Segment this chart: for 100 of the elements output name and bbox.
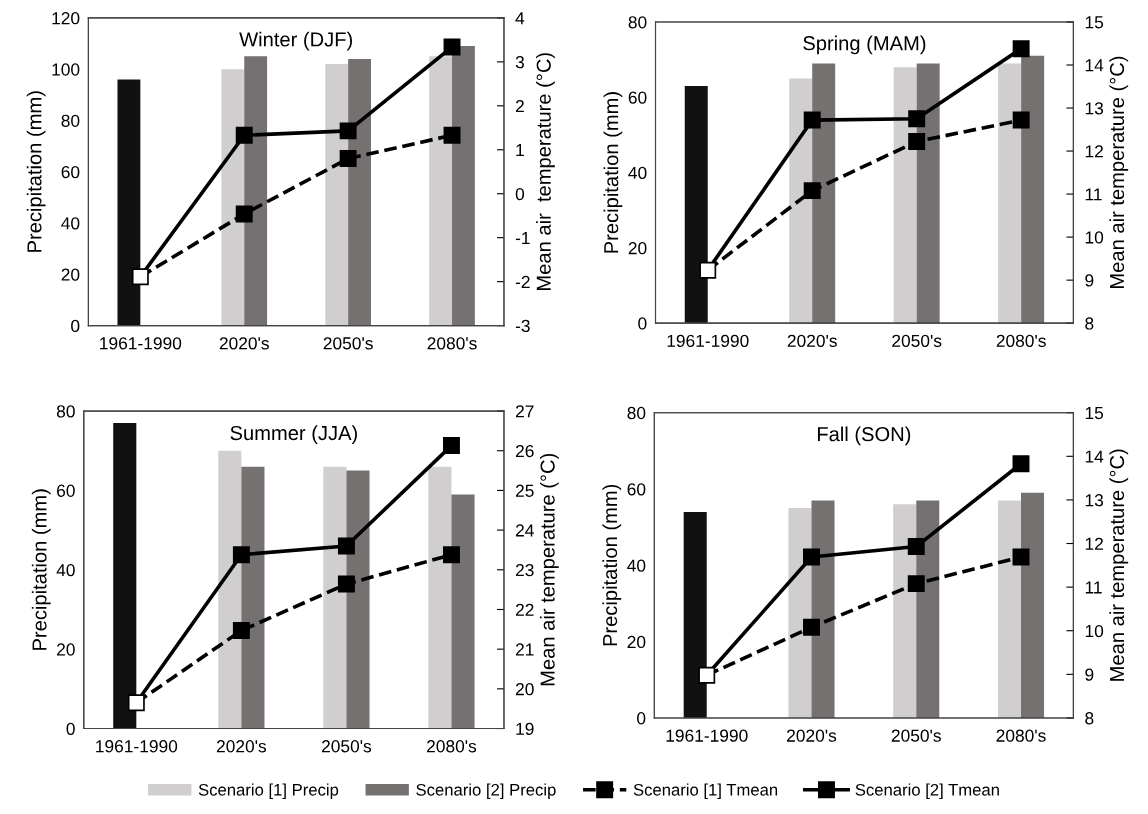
point — [235, 205, 253, 223]
y2-tick-label: 23 — [515, 563, 534, 577]
point — [803, 548, 820, 566]
y2-tick-label: 27 — [515, 405, 534, 418]
x-tick-label: 2050's — [323, 337, 373, 350]
point — [131, 268, 149, 286]
bar — [241, 466, 265, 729]
y-tick-label: 100 — [52, 63, 80, 76]
y-tick-label: 60 — [627, 483, 646, 496]
y2-tick-label: 15 — [1085, 407, 1104, 420]
bar — [789, 78, 813, 324]
bar — [244, 56, 268, 326]
y-tick-label: 80 — [628, 16, 647, 29]
bar — [811, 500, 835, 718]
y2-tick-label: 24 — [515, 524, 534, 537]
bar — [893, 504, 917, 718]
y-tick-label: 120 — [52, 12, 80, 25]
y2-axis-title: Mean air temperature (°C) — [1109, 56, 1129, 288]
bar — [113, 422, 137, 729]
legend-label: Scenario [1] Precip — [198, 783, 339, 799]
y-tick-label: 40 — [627, 559, 646, 572]
y2-tick-label: -1 — [515, 232, 530, 244]
point — [907, 575, 925, 593]
y2-tick-label: 19 — [516, 722, 534, 735]
bar — [117, 79, 141, 326]
y2-tick-label: 25 — [515, 484, 534, 497]
y-axis-title: Precipitation (mm) — [602, 484, 622, 646]
bar — [788, 508, 812, 718]
y-tick-label: 60 — [628, 91, 647, 104]
text: Fall (SON) — [817, 426, 911, 446]
bar — [916, 63, 940, 324]
x-tick-label: 2050's — [321, 740, 372, 753]
y-axis-title: Precipitation (mm) — [26, 91, 46, 252]
y2-tick-label: 20 — [515, 683, 534, 696]
y2-axis-title: Mean air temperature (°C) — [536, 53, 555, 290]
y2-axis-title: Mean air temperature (°C) — [539, 453, 559, 686]
x-tick-label: 1961-1990 — [667, 334, 749, 348]
y2-tick-label: 13 — [1085, 102, 1104, 115]
point — [339, 122, 357, 140]
bar — [1021, 55, 1045, 324]
y-tick-label: 40 — [61, 217, 80, 230]
y2-tick-label: -3 — [515, 319, 530, 333]
point — [339, 150, 357, 168]
y-tick-label: 20 — [57, 643, 75, 656]
y2-tick-label: 8 — [1085, 712, 1094, 725]
bar — [683, 511, 707, 718]
y-tick-label: 20 — [61, 268, 80, 281]
point — [442, 437, 460, 455]
y2-tick-label: 14 — [1085, 450, 1104, 463]
bar — [998, 63, 1022, 324]
point — [803, 182, 821, 200]
point — [337, 575, 355, 593]
y2-tick-label: 1 — [516, 144, 524, 157]
point — [803, 618, 820, 636]
y2-tick-label: 10 — [1085, 624, 1104, 638]
y-tick-label: 80 — [627, 406, 646, 420]
x-tick-label: 2050's — [892, 334, 942, 348]
x-tick-label: 2080's — [996, 334, 1046, 348]
bar — [323, 466, 347, 729]
bar — [684, 85, 708, 324]
y-tick-label: 0 — [637, 712, 646, 725]
point — [232, 622, 250, 639]
point — [443, 38, 461, 56]
y-tick-label: 80 — [61, 114, 80, 127]
y-tick-label: 80 — [56, 405, 75, 418]
bar — [221, 69, 245, 326]
x-tick-label: 2080's — [996, 729, 1046, 742]
bar — [1021, 492, 1045, 718]
point — [907, 538, 925, 556]
x-tick-label: 1961-1990 — [96, 740, 178, 753]
y2-axis-title: Mean air temperature (°C) — [1109, 449, 1129, 681]
bar — [452, 46, 475, 326]
y2-tick-label: 11 — [1085, 188, 1102, 201]
bar — [218, 450, 242, 729]
legend-label: Scenario [1] Tmean — [633, 783, 778, 799]
text: Spring (MAM) — [803, 35, 926, 55]
legend-label: Scenario [2] Precip — [416, 783, 556, 799]
point — [337, 537, 355, 555]
point — [698, 666, 716, 684]
y-tick-label: 0 — [66, 722, 75, 735]
y2-tick-label: 11 — [1085, 581, 1102, 594]
y2-tick-label: -2 — [515, 275, 530, 288]
point — [443, 126, 461, 144]
y2-tick-label: 12 — [1085, 145, 1103, 158]
point — [232, 546, 250, 564]
text: Summer (JJA) — [230, 425, 357, 445]
y2-tick-label: 8 — [1085, 317, 1094, 330]
y-axis-title: Precipitation (mm) — [31, 489, 51, 650]
point — [235, 126, 253, 144]
y2-tick-label: 26 — [515, 444, 534, 458]
y-tick-label: 60 — [61, 165, 80, 179]
y-axis-title: Precipitation (mm) — [603, 92, 623, 253]
bar — [997, 500, 1021, 718]
x-tick-label: 1961-1990 — [100, 337, 182, 350]
bar — [325, 64, 349, 326]
y-tick-label: 20 — [627, 635, 646, 649]
bar — [346, 470, 370, 729]
y-tick-label: 0 — [71, 319, 80, 333]
bar — [916, 500, 940, 718]
bar — [893, 67, 917, 324]
